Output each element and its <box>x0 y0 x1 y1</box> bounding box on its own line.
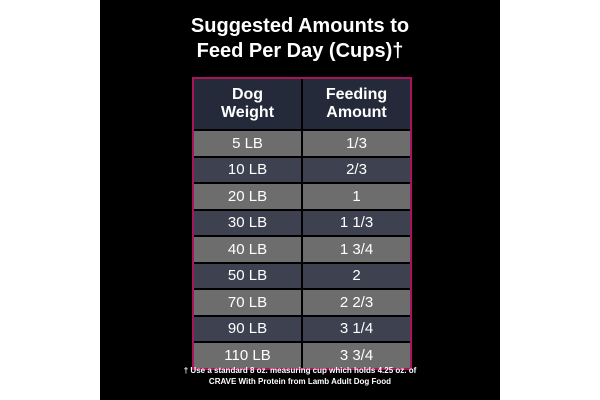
weight-cell: 5 LB <box>232 134 263 152</box>
table-row: 40 LB 1 3/4 <box>194 235 410 262</box>
table-row: 90 LB 3 1/4 <box>194 314 410 341</box>
weight-cell: 10 LB <box>227 161 268 179</box>
weight-cell: 20 LB <box>227 187 268 205</box>
header-dog-weight: Dog Weight <box>194 79 301 129</box>
footnote-line-2: CRAVE With Protein from Lamb Adult Dog F… <box>208 377 392 386</box>
amount-cell: 1 1/3 <box>301 210 410 235</box>
amount-cell: 2 2/3 <box>301 290 410 315</box>
header-dog-weight-line-2: Weight <box>220 104 275 121</box>
header-feeding-amount-line-2: Amount <box>326 104 387 121</box>
feeding-guide-title: Suggested Amounts to Feed Per Day (Cups)… <box>100 14 500 64</box>
amount-cell: 3 3/4 <box>301 343 410 368</box>
amount-cell: 3 1/4 <box>301 316 410 341</box>
header-feeding-amount-line-1: Feeding <box>325 86 388 103</box>
footnote-line-1: † Use a standard 8 oz. measuring cup whi… <box>183 366 417 375</box>
weight-cell: 40 LB <box>227 240 268 258</box>
table-row: 70 LB 2 2/3 <box>194 288 410 315</box>
weight-cell: 50 LB <box>227 267 268 285</box>
weight-cell: 110 LB <box>224 346 271 364</box>
feeding-table: Dog Weight Feeding Amount 5 LB 1/3 10 LB… <box>192 77 412 370</box>
table-row: 30 LB 1 1/3 <box>194 208 410 235</box>
weight-cell: 70 LB <box>227 293 268 311</box>
table-header-row: Dog Weight Feeding Amount <box>194 79 410 129</box>
weight-cell: 30 LB <box>227 214 268 232</box>
amount-cell: 1/3 <box>301 131 410 156</box>
title-line-2: Feed Per Day (Cups)† <box>196 40 404 62</box>
header-feeding-amount: Feeding Amount <box>301 79 410 129</box>
amount-cell: 2/3 <box>301 157 410 182</box>
table-row: 10 LB 2/3 <box>194 155 410 182</box>
amount-cell: 1 3/4 <box>301 237 410 262</box>
table-row: 110 LB 3 3/4 <box>194 341 410 368</box>
title-line-1: Suggested Amounts to <box>190 15 410 37</box>
amount-cell: 1 <box>301 184 410 209</box>
header-dog-weight-line-1: Dog <box>231 86 264 103</box>
feeding-guide-panel: Suggested Amounts to Feed Per Day (Cups)… <box>100 0 500 400</box>
table-row: 20 LB 1 <box>194 182 410 209</box>
table-row: 50 LB 2 <box>194 261 410 288</box>
footnote: † Use a standard 8 oz. measuring cup whi… <box>100 365 500 387</box>
table-row: 5 LB 1/3 <box>194 129 410 156</box>
amount-cell: 2 <box>301 263 410 288</box>
weight-cell: 90 LB <box>227 320 268 338</box>
